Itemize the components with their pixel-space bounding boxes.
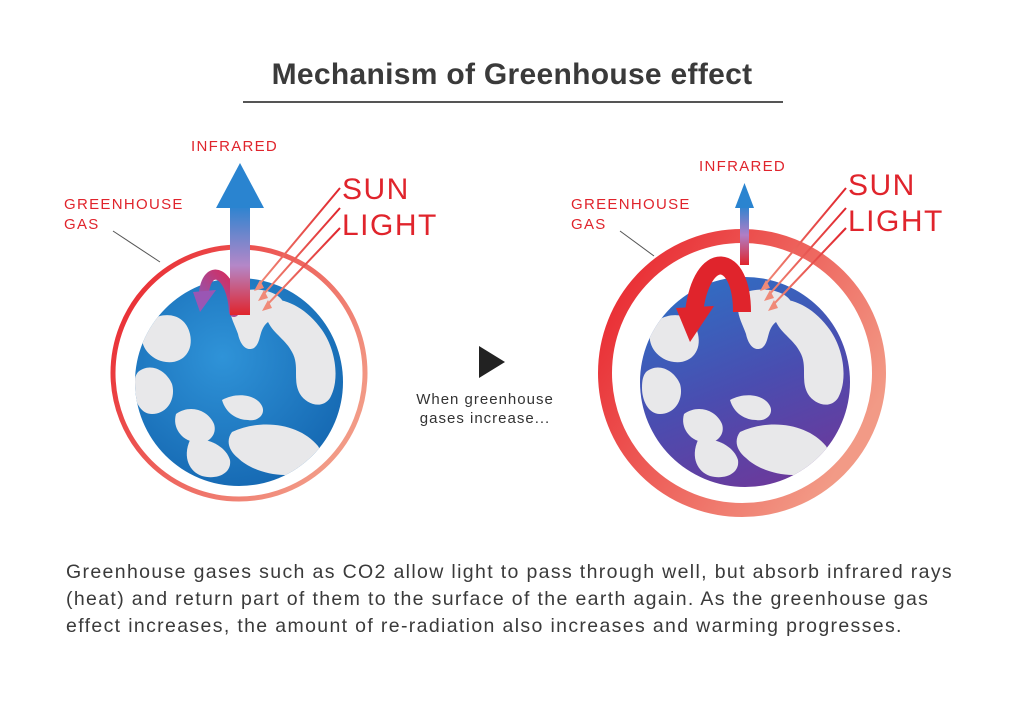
infrared-label-right: INFRARED [699,158,787,175]
back-radiation-arrow-right [685,256,751,314]
earth-globe-left [135,278,343,486]
caption-line-1: When greenhouse [416,391,554,408]
sunlight-rays-right [763,187,847,307]
right-panel [598,183,886,517]
gas-label-line-1: GREENHOUSE [64,196,184,213]
sunlight-rays-left [257,187,341,307]
back-radiation-arrowhead-right [676,306,714,342]
page-title: Mechanism of Greenhouse effect [271,58,753,91]
sunlight-ray-arrowheads-left [254,280,272,311]
left-panel [110,163,368,502]
infrared-arrow-right [735,183,754,265]
caption-line-2: gases increase... [419,410,551,427]
greenhouse-gas-label-left: GREENHOUSE GAS [64,195,184,235]
sunlight-label-right: SUN LIGHT [848,168,944,240]
title-underline [243,101,783,103]
description-paragraph: Greenhouse gases such as CO2 allow light… [66,561,954,637]
gas-pointer-line-right [619,230,655,257]
sunlight-label-left: SUN LIGHT [342,172,438,244]
sun-label-line-2: LIGHT [848,205,944,238]
gas-label-line-2: GAS [571,216,607,233]
infrared-arrow-left [216,163,264,315]
sun-label-line-2: LIGHT [342,209,438,242]
back-radiation-arrowhead-left [193,290,216,312]
greenhouse-gas-label-right: GREENHOUSE GAS [571,195,691,235]
sun-label-line-1: SUN [848,169,916,202]
infrared-label-left: INFRARED [191,138,279,155]
sunlight-ray-arrowheads-right [760,280,778,311]
gas-label-line-2: GAS [64,216,100,233]
gas-pointer-line-left [112,230,161,263]
gas-label-line-1: GREENHOUSE [571,196,691,213]
sun-label-line-1: SUN [342,173,410,206]
transition-caption: When greenhouse gases increase... [395,390,575,428]
play-triangle-icon [479,346,505,378]
